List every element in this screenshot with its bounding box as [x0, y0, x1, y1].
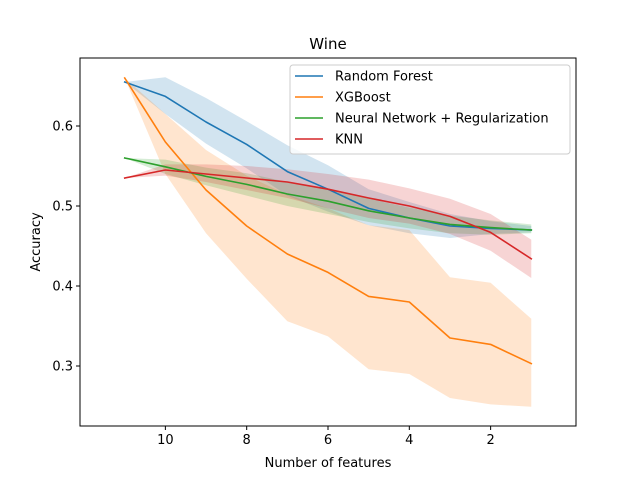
y-tick-label: 0.3 — [52, 360, 73, 375]
random-forest-band — [124, 77, 532, 238]
chart-title: Wine — [309, 35, 346, 53]
neural-network-regularization-legend-label: Neural Network + Regularization — [335, 112, 549, 127]
y-tick-label: 0.5 — [52, 200, 73, 215]
x-axis-label: Number of features — [265, 456, 392, 471]
knn-band — [124, 164, 532, 278]
x-axis-ticks: 10 8 6 4 2 — [157, 426, 495, 448]
series-lines — [123, 76, 533, 365]
knn-line — [123, 169, 533, 260]
random-forest-legend-label: Random Forest — [335, 70, 433, 85]
y-axis-label: Accuracy — [29, 212, 44, 272]
xgboost-band — [124, 78, 532, 407]
x-tick-label: 8 — [243, 433, 251, 448]
xgboost-legend-label: XGBoost — [335, 91, 391, 106]
x-tick-label: 6 — [324, 433, 332, 448]
legend: Random Forest XGBoost Neural Network + Reg… — [289, 64, 571, 155]
legend-box — [289, 64, 571, 155]
y-tick-label: 0.6 — [52, 120, 73, 135]
x-tick-label: 4 — [405, 433, 413, 448]
knn-legend-label: KNN — [335, 133, 363, 148]
x-tick-label: 2 — [486, 433, 494, 448]
confidence-bands — [124, 77, 532, 407]
x-tick-label: 10 — [157, 433, 174, 448]
y-axis-ticks: 0.3 0.4 0.5 0.6 — [52, 120, 80, 375]
neural-network-regularization-band — [124, 158, 532, 235]
y-tick-label: 0.4 — [52, 280, 73, 295]
